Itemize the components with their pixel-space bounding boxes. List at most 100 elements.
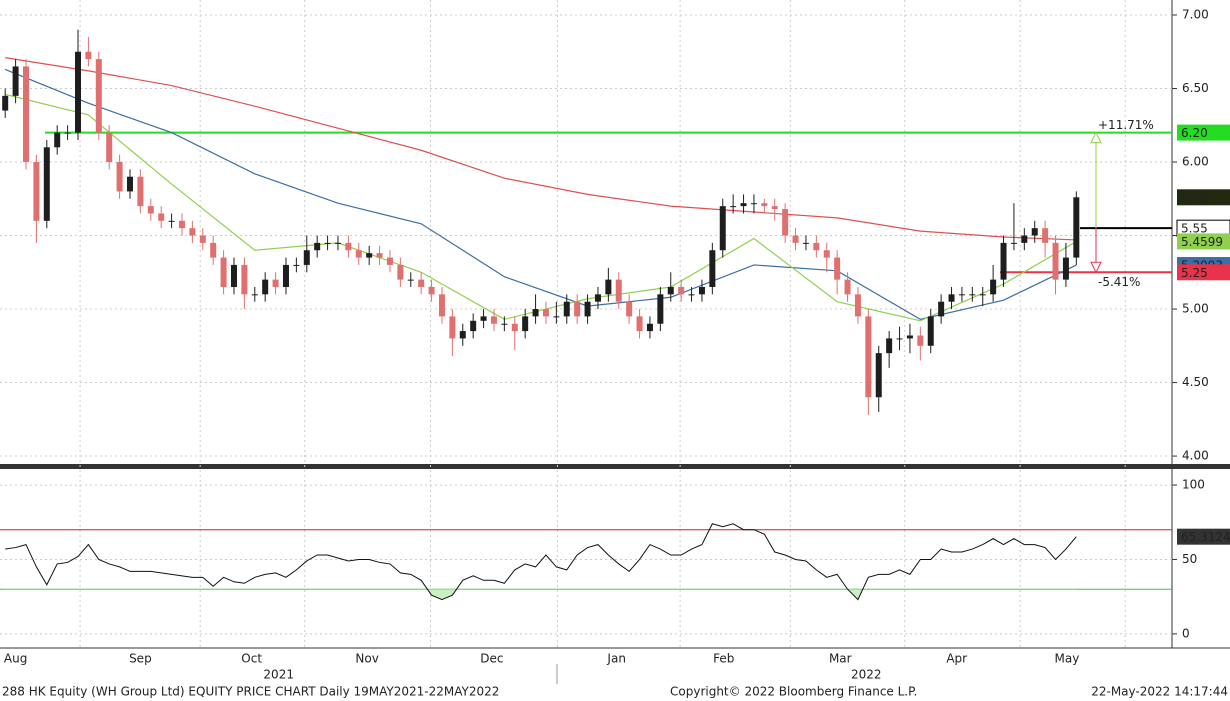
candle-body xyxy=(168,220,175,222)
candle-body xyxy=(865,316,872,398)
panel-separator xyxy=(0,464,1230,469)
candle-body xyxy=(418,279,425,287)
candle-body xyxy=(563,301,570,317)
candle-body xyxy=(678,286,685,295)
candle-body xyxy=(646,323,653,332)
ma-label-text: 5.4599 xyxy=(1181,235,1223,249)
candle-body xyxy=(730,206,737,208)
candle-body xyxy=(657,294,664,324)
candle-body xyxy=(875,353,882,398)
candle-body xyxy=(969,294,976,296)
candle-body xyxy=(345,242,352,251)
x-tick-label: Dec xyxy=(480,652,503,666)
candle-body xyxy=(314,242,321,251)
candle-body xyxy=(896,338,903,340)
x-tick-label: Sep xyxy=(129,652,152,666)
candle-body xyxy=(251,294,258,296)
x-tick-label: Nov xyxy=(355,652,378,666)
candle-body xyxy=(428,286,435,295)
moving-average xyxy=(5,57,1077,241)
y-tick-label: 7.00 xyxy=(1182,7,1209,21)
candle-body xyxy=(834,257,841,280)
candle-body xyxy=(990,279,997,295)
candle-body xyxy=(282,264,289,287)
candle-body xyxy=(574,301,581,317)
candle-body xyxy=(324,242,331,244)
candle-body xyxy=(761,203,768,207)
candle-body xyxy=(958,294,965,296)
annotation: -5.41% xyxy=(1098,275,1140,289)
candle-body xyxy=(844,279,851,295)
y-tick-label: 0 xyxy=(1182,626,1190,640)
candle-body xyxy=(262,279,269,295)
x-tick-label: May xyxy=(1055,652,1080,666)
candle-body xyxy=(355,250,362,258)
y-tick-label: 4.00 xyxy=(1182,449,1209,463)
candle-body xyxy=(12,66,19,96)
candle-body xyxy=(470,320,477,332)
candle-body xyxy=(126,176,133,192)
candle-body xyxy=(74,51,81,133)
candle-body xyxy=(106,132,113,163)
candle-body xyxy=(95,59,102,133)
candle-body xyxy=(823,250,830,258)
candle-body xyxy=(1010,242,1017,244)
level-label-text: 5.55 xyxy=(1181,222,1208,236)
candle-body xyxy=(938,301,945,317)
candle-body xyxy=(178,220,185,229)
candle-body xyxy=(948,294,955,302)
candle-body xyxy=(43,147,50,221)
rsi-line xyxy=(5,523,1077,601)
candle-body xyxy=(116,162,123,192)
last-price-box xyxy=(1177,189,1230,206)
candle-body xyxy=(85,51,92,60)
candle-body xyxy=(480,316,487,321)
candle-body xyxy=(449,316,456,339)
y-tick-label: 6.50 xyxy=(1182,81,1209,95)
level-label-text: 5.25 xyxy=(1181,266,1208,280)
arrow-head xyxy=(1090,131,1102,144)
year-label: 2021 xyxy=(263,668,294,682)
candle-body xyxy=(532,309,539,317)
candle-body xyxy=(698,286,705,295)
candle-body xyxy=(1052,242,1059,280)
candle-body xyxy=(522,316,529,332)
level-label-text: 6.20 xyxy=(1181,126,1208,140)
rsi-label-box xyxy=(1177,528,1230,545)
candle-body xyxy=(1000,242,1007,280)
candle-body xyxy=(2,95,9,111)
candle-body xyxy=(376,253,383,258)
candle-body xyxy=(917,335,924,346)
candle-body xyxy=(490,316,497,324)
candle-body xyxy=(792,235,799,243)
candle-body xyxy=(366,253,373,258)
candle-body xyxy=(272,279,279,287)
candle-body xyxy=(33,162,40,221)
level-label-box xyxy=(1177,264,1230,281)
candle-body xyxy=(438,294,445,317)
candle-body xyxy=(1062,257,1069,280)
annotation: +11.71% xyxy=(1098,118,1154,132)
candle-body xyxy=(158,213,165,221)
candle-body xyxy=(813,242,820,251)
level-label-box xyxy=(1177,124,1230,141)
candle-body xyxy=(220,257,227,287)
candle-body xyxy=(615,279,622,302)
candle-body xyxy=(303,250,310,265)
y-tick-label: 4.50 xyxy=(1182,375,1209,389)
candle-body xyxy=(542,309,549,317)
candle-body xyxy=(626,301,633,317)
x-tick-label: Aug xyxy=(4,652,27,666)
candle-body xyxy=(906,335,913,339)
candle-body xyxy=(605,279,612,295)
candle-body xyxy=(979,294,986,296)
candle-body xyxy=(22,66,29,163)
moving-average xyxy=(4,68,1077,320)
candle-body xyxy=(407,279,414,281)
rsi-label-text: 65.3124 xyxy=(1181,530,1230,544)
candle-body xyxy=(189,228,196,236)
candle-body xyxy=(553,316,560,318)
y-tick-label: 100 xyxy=(1182,478,1205,492)
candle-body xyxy=(54,132,61,148)
